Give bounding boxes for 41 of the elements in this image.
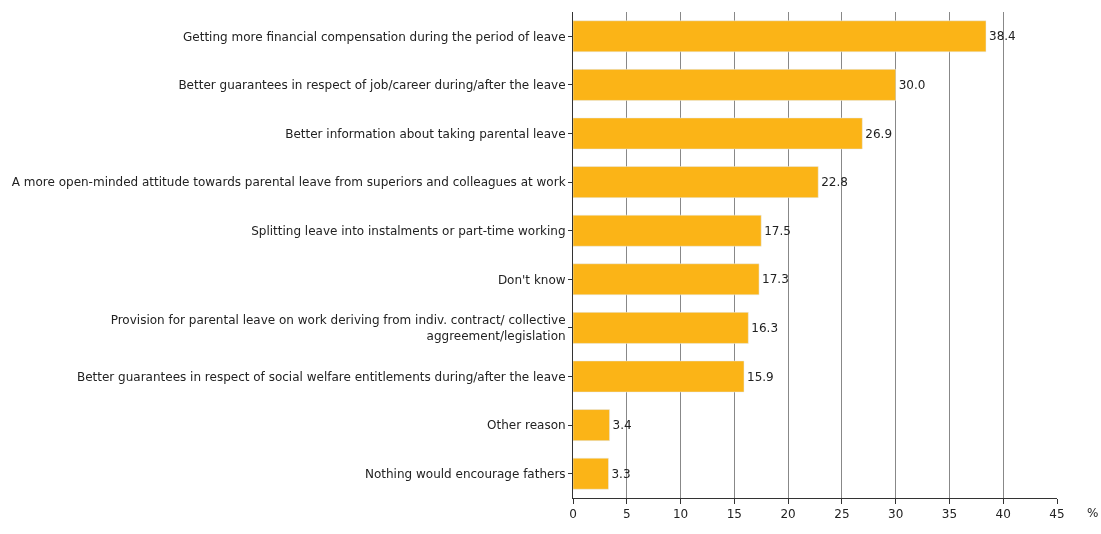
data-label: 38.4 — [989, 29, 1016, 44]
bar — [573, 312, 749, 344]
data-label: 17.5 — [764, 223, 791, 238]
x-tick-label: 15 — [726, 507, 742, 522]
bar — [573, 166, 819, 198]
data-label: 26.9 — [865, 126, 893, 141]
bar — [573, 409, 610, 441]
x-axis-title: % — [1087, 506, 1099, 520]
x-tick-label: 30 — [888, 507, 904, 522]
y-tick-label: Better guarantees in respect of social welfare entitlements during/after the leave — [76, 369, 566, 384]
bar — [573, 20, 987, 53]
bar — [573, 69, 896, 101]
y-tick-label: Better information about taking parental leave — [285, 126, 566, 141]
y-tick-label: Splitting leave into instalments or part-time working — [251, 223, 566, 238]
x-tick-label: 45 — [1049, 507, 1065, 522]
data-label: 3.4 — [612, 418, 632, 433]
data-label: 3.3 — [611, 466, 631, 481]
data-label: 17.3 — [762, 272, 789, 287]
bar — [573, 360, 745, 393]
y-tick-label: Provision for parental leave on work deriving from indiv. contract/ collective aggreement/legislation — [110, 313, 566, 343]
x-tick-label: 25 — [834, 507, 850, 522]
y-tick-label: Don't know — [497, 272, 566, 287]
bar — [573, 117, 863, 150]
y-tick-label: A more open-minded attitude towards parental leave from superiors and colleagues at work — [11, 175, 566, 190]
y-tick-label: Other reason — [487, 418, 566, 433]
x-tick-label: 10 — [672, 507, 689, 522]
bar — [573, 214, 762, 247]
x-tick-label: 5 — [622, 507, 631, 522]
data-label: 16.3 — [751, 320, 779, 335]
x-tick-label: 35 — [941, 507, 958, 522]
data-label: 15.9 — [747, 369, 774, 384]
bar — [573, 263, 760, 296]
x-tick-label: 40 — [995, 507, 1011, 522]
y-tick-label: Better guarantees in respect of job/career during/after the leave — [178, 78, 566, 93]
bar — [573, 457, 609, 490]
y-tick-label: Nothing would encourage fathers — [364, 466, 566, 481]
x-tick-label: 20 — [780, 507, 796, 522]
data-label: 22.8 — [821, 175, 848, 190]
data-label: 30.0 — [898, 77, 926, 92]
y-tick-label: Getting more financial compensation during the period of leave — [183, 29, 566, 44]
x-tick-label: 0 — [569, 507, 577, 522]
